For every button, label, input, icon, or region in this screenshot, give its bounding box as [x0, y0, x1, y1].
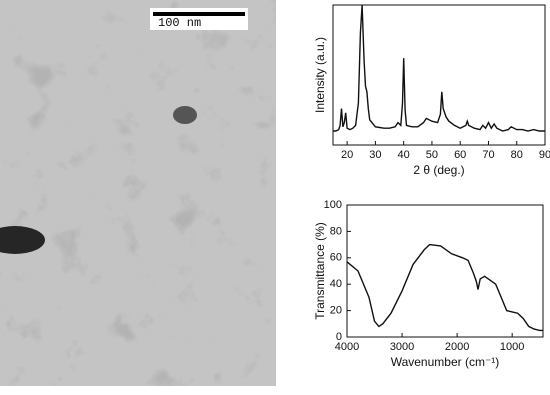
x-tick-label: 70: [482, 149, 494, 161]
y-axis-label: Transmittance (%): [313, 222, 327, 320]
x-tick-label: 20: [341, 149, 353, 161]
tem-image: 100 nm: [0, 0, 276, 386]
x-tick-label: 2000: [445, 341, 469, 353]
y-tick-label: 40: [330, 278, 342, 290]
x-tick-label: 80: [511, 149, 523, 161]
scale-bar-label: 100 nm: [158, 16, 201, 30]
plot-frame: [346, 204, 544, 338]
y-tick-label: 20: [330, 305, 342, 317]
x-tick-label: 4000: [335, 341, 359, 353]
data-line: [346, 243, 543, 332]
y-tick-label: 80: [330, 225, 342, 237]
y-tick-label: 100: [324, 199, 342, 211]
x-tick-label: 90: [539, 149, 550, 161]
x-tick-label: 50: [426, 149, 438, 161]
x-tick-label: 60: [454, 149, 466, 161]
y-tick-label: 0: [336, 331, 342, 343]
x-tick-label: 40: [398, 149, 410, 161]
x-axis-label: 2 θ (deg.): [413, 163, 464, 177]
plot-frame: [332, 4, 546, 146]
x-tick-label: 30: [369, 149, 381, 161]
x-tick-label: 3000: [390, 341, 414, 353]
x-axis-label: Wavenumber (cm⁻¹): [391, 355, 500, 369]
data-line: [333, 4, 545, 132]
y-axis-label: Intensity (a.u.): [313, 37, 327, 113]
y-tick-label: 60: [330, 252, 342, 264]
x-tick-label: 1000: [500, 341, 524, 353]
